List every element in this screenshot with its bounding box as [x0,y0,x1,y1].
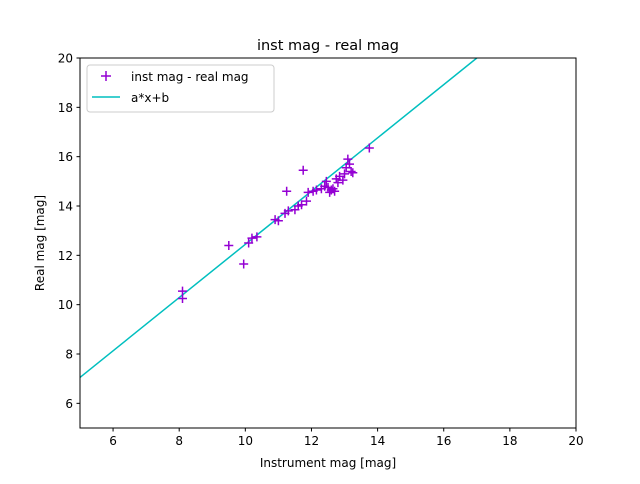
y-axis: 6 8 10 12 14 16 18 20 [58,52,80,411]
legend-marker-scatter [101,71,111,81]
scatter-point [348,168,358,178]
x-tick-label: 16 [436,434,451,448]
plot-area-frame [79,57,577,429]
scatter-point [282,186,292,196]
scatter-point [340,169,350,179]
scatter-point [273,216,283,226]
x-tick-label: 10 [238,434,253,448]
x-tick-label: 14 [370,434,385,448]
scatter-point [244,238,254,248]
legend-label-line: a*x+b [131,91,169,105]
legend-label-scatter: inst mag - real mag [131,70,249,84]
scatter-point [321,176,331,186]
scatter-point [311,185,321,195]
x-tick-label: 6 [109,434,117,448]
x-tick-label: 20 [568,434,583,448]
scatter-point [283,206,293,216]
scatter-point [344,159,354,169]
y-tick-label: 20 [58,52,73,66]
legend: inst mag - real mag a*x+b [86,64,275,113]
scatter-point [330,186,340,196]
scatter-point [338,175,348,185]
y-tick-label: 12 [58,249,73,263]
scatter-point [343,154,353,164]
y-tick-label: 6 [65,397,73,411]
scatter-point [224,240,234,250]
scatter-point [297,200,307,210]
legend-box [86,64,275,113]
y-tick-label: 8 [65,348,73,362]
scatter-point [333,178,343,188]
scatter-point [303,187,313,197]
x-tick-label: 12 [304,434,319,448]
chart-title: inst mag - real mag [257,38,399,54]
scatter-point [364,143,374,153]
y-axis-label: Real mag [mag] [33,195,47,291]
scatter-point [298,165,308,175]
scatter-point [346,166,356,176]
scatter-points-layer [178,143,374,303]
x-tick-label: 8 [175,434,183,448]
y-tick-label: 10 [58,298,73,312]
x-tick-label: 18 [502,434,517,448]
x-axis-label: Instrument mag [mag] [260,456,396,470]
scatter-point [178,294,188,303]
scatter-point [252,232,262,242]
scatter-point [302,196,312,206]
y-tick-label: 16 [58,150,73,164]
y-tick-label: 18 [58,101,73,115]
x-axis: 6 8 10 12 14 16 18 20 [109,428,584,448]
scatter-point [239,259,249,269]
scatter-point [247,233,257,243]
y-tick-label: 14 [58,200,73,214]
